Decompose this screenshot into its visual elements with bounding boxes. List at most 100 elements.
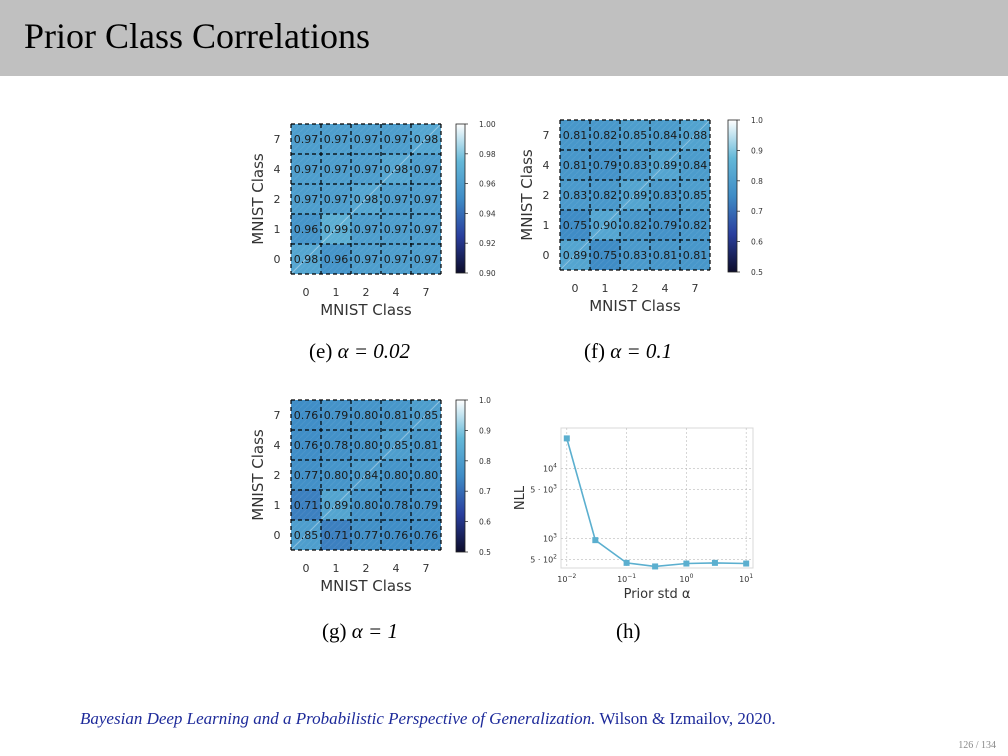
y-tick-label: 103	[543, 533, 557, 544]
y-tick-exponent: 3	[553, 533, 557, 540]
y-tick-base: 5 · 10	[530, 556, 553, 565]
heatmap-value-label: 0.97	[414, 253, 439, 266]
caption-g-math: α = 1	[351, 619, 398, 643]
x-tick-label: 101	[739, 573, 753, 584]
heatmap-value-label: 0.98	[354, 193, 379, 206]
heatmap-value-label: 0.75	[593, 249, 618, 262]
y-tick-label: 0	[274, 529, 281, 542]
heatmap-value-label: 0.97	[354, 253, 379, 266]
x-tick-label: 10−2	[557, 573, 576, 584]
y-tick-label: 0	[543, 249, 550, 262]
heatmap-value-label: 0.85	[623, 129, 648, 142]
colorbar	[455, 123, 466, 274]
colorbar-tick-label: 0.92	[479, 239, 496, 248]
y-tick-label: 5 · 102	[530, 554, 557, 565]
x-tick-exponent: −2	[567, 573, 576, 580]
heatmap-value-label: 0.78	[324, 439, 349, 452]
heatmap-value-label: 0.85	[683, 189, 708, 202]
page-current: 126	[958, 740, 974, 751]
x-tick-label: 7	[423, 562, 430, 575]
heatmap-value-label: 0.97	[324, 193, 349, 206]
data-point	[592, 537, 599, 544]
colorbar-tick-label: 1.0	[751, 116, 763, 125]
heatmap-value-label: 0.97	[414, 163, 439, 176]
y-tick-exponent: 2	[553, 554, 557, 561]
heatmap-texture	[291, 124, 441, 274]
heatmap-value-label: 0.97	[384, 223, 409, 236]
heatmap-value-label: 0.79	[593, 159, 618, 172]
heatmap-value-label: 0.83	[563, 189, 588, 202]
heatmap-value-label: 0.81	[384, 409, 409, 422]
heatmap-value-label: 0.97	[414, 223, 439, 236]
heatmap-value-label: 0.85	[294, 529, 319, 542]
heatmap-value-label: 0.79	[414, 499, 439, 512]
x-tick-label: 100	[679, 573, 693, 584]
heatmap-value-label: 0.96	[324, 253, 349, 266]
heatmap-texture	[560, 120, 710, 270]
heatmap-value-label: 0.96	[294, 223, 319, 236]
colorbar-tick-label: 0.8	[751, 177, 763, 186]
x-tick-label: 4	[662, 282, 669, 295]
heatmap-value-label: 0.97	[354, 133, 379, 146]
heatmap-value-label: 0.80	[324, 469, 349, 482]
colorbar-tick-label: 0.7	[751, 207, 763, 216]
heatmap-value-label: 0.97	[414, 193, 439, 206]
colorbar-tick-label: 0.6	[479, 518, 491, 527]
heatmap-value-label: 0.78	[384, 499, 409, 512]
y-tick-label: 4	[274, 439, 281, 452]
heatmap-value-label: 0.99	[324, 223, 349, 236]
heatmap-diagonal	[559, 119, 711, 271]
heatmap-value-label: 0.81	[563, 129, 588, 142]
heatmap-diagonal	[290, 399, 442, 551]
caption-h-prefix: (h)	[616, 619, 641, 643]
heatmap-value-label: 0.90	[593, 219, 618, 232]
heatmap-value-label: 0.97	[354, 223, 379, 236]
y-tick-base: 10	[543, 535, 553, 544]
heatmap-diagonal	[290, 123, 442, 275]
caption-e-prefix: (e)	[309, 339, 333, 363]
y-tick-label: 1	[274, 499, 281, 512]
page-total: 134	[981, 740, 996, 751]
heatmap-value-label: 0.77	[294, 469, 319, 482]
x-tick-label: 0	[572, 282, 579, 295]
heatmap-value-label: 0.98	[294, 253, 319, 266]
data-point	[683, 560, 690, 567]
y-tick-label: 7	[274, 133, 281, 146]
citation: Bayesian Deep Learning and a Probabilist…	[80, 709, 776, 729]
y-axis-label: MNIST Class	[518, 149, 536, 241]
x-tick-base: 10	[557, 575, 567, 584]
heatmap-value-label: 0.97	[384, 193, 409, 206]
heatmap-value-label: 0.71	[324, 529, 349, 542]
heatmap-value-label: 0.82	[593, 189, 618, 202]
citation-title: Bayesian Deep Learning and a Probabilist…	[80, 709, 596, 728]
heatmap-value-label: 0.75	[563, 219, 588, 232]
colorbar-tick-label: 0.9	[479, 426, 491, 435]
colorbar-tick-label: 0.96	[479, 180, 496, 189]
colorbar-tick-label: 0.5	[751, 268, 763, 277]
heatmap-value-label: 0.81	[653, 249, 678, 262]
x-tick-exponent: −1	[627, 573, 636, 580]
heatmap-value-label: 0.80	[354, 499, 379, 512]
heatmap-e: 0.97 0.97 0.97 0.97 0.98 0.97 0.97 0.97 0.98 0.97…	[249, 120, 496, 319]
y-tick-exponent: 4	[553, 463, 557, 470]
y-tick-label: 104	[543, 463, 557, 474]
page-number: 126 / 134	[958, 740, 996, 751]
y-axis-label: MNIST Class	[249, 153, 267, 245]
heatmap-texture	[291, 400, 441, 550]
x-tick-base: 10	[679, 575, 689, 584]
heatmap-value-label: 0.97	[384, 133, 409, 146]
heatmap-value-label: 0.97	[354, 163, 379, 176]
colorbar-tick-label: 0.90	[479, 269, 496, 278]
y-axis-label: MNIST Class	[249, 429, 267, 521]
heatmap-value-label: 0.89	[324, 499, 349, 512]
x-tick-label: 1	[333, 286, 340, 299]
heatmap-value-label: 0.84	[683, 159, 708, 172]
x-tick-label: 0	[303, 286, 310, 299]
heatmap-g: 0.76 0.79 0.80 0.81 0.850.76 0.78 0.80 0.85 0.81…	[249, 396, 491, 595]
x-axis-label: MNIST Class	[589, 297, 681, 315]
y-tick-label: 5 · 103	[530, 484, 557, 495]
heatmap-value-label: 0.84	[653, 129, 678, 142]
colorbar-tick-label: 0.7	[479, 487, 491, 496]
x-tick-exponent: 1	[749, 573, 753, 580]
x-axis-label: MNIST Class	[320, 301, 412, 319]
